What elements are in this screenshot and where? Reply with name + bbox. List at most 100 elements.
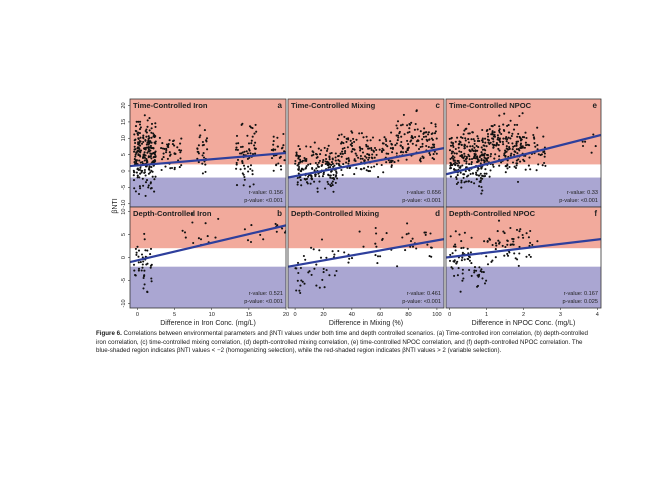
- data-point: [250, 142, 253, 145]
- data-point: [494, 153, 497, 156]
- data-point: [483, 172, 486, 175]
- data-point: [176, 146, 179, 149]
- data-point: [433, 150, 436, 153]
- data-point: [327, 174, 330, 177]
- data-point: [456, 159, 459, 162]
- data-point: [453, 152, 456, 155]
- data-point: [475, 269, 478, 272]
- data-point: [529, 229, 532, 233]
- data-point: [454, 163, 457, 166]
- data-point: [463, 173, 466, 176]
- data-point: [385, 152, 388, 155]
- panel-title-a: Time-Controlled Iron: [133, 101, 208, 110]
- data-point: [463, 129, 466, 132]
- data-point: [410, 121, 413, 124]
- data-point: [365, 143, 368, 146]
- data-point: [133, 148, 136, 151]
- caption-text: Correlations between environmental param…: [96, 330, 588, 355]
- y-tick-label-a: 15: [121, 119, 127, 125]
- data-point: [367, 170, 370, 173]
- data-point: [262, 238, 265, 241]
- data-point: [161, 158, 164, 161]
- x-tick-label-d: 60: [377, 312, 383, 318]
- data-point: [298, 148, 301, 151]
- data-point: [517, 132, 520, 135]
- data-point: [516, 162, 519, 165]
- data-point: [302, 254, 305, 258]
- data-point: [146, 141, 149, 144]
- data-point: [455, 262, 458, 265]
- y-tick-label-b: 10: [121, 208, 127, 214]
- data-point: [402, 113, 405, 116]
- data-point: [506, 254, 510, 257]
- data-point: [296, 181, 299, 184]
- data-point: [150, 146, 153, 149]
- data-point: [236, 148, 239, 151]
- data-point: [403, 133, 406, 136]
- data-point: [342, 142, 345, 145]
- data-point: [533, 141, 536, 145]
- data-point: [434, 125, 437, 128]
- data-point: [191, 221, 194, 224]
- data-point: [514, 166, 518, 170]
- data-point: [320, 164, 323, 168]
- data-point: [353, 173, 356, 176]
- data-point: [493, 131, 496, 134]
- data-point: [482, 271, 485, 274]
- data-point: [140, 269, 143, 272]
- data-point: [321, 278, 324, 281]
- data-point: [512, 145, 515, 148]
- data-point: [543, 150, 546, 153]
- data-point: [523, 146, 526, 149]
- panel-letter-f: f: [594, 209, 597, 218]
- data-point: [148, 136, 151, 140]
- data-point: [397, 136, 400, 139]
- data-point: [309, 182, 312, 185]
- data-point: [498, 139, 501, 142]
- data-point: [335, 162, 338, 165]
- data-point: [459, 166, 462, 169]
- data-point: [139, 144, 142, 147]
- data-point: [320, 149, 323, 152]
- data-point: [404, 249, 407, 252]
- data-point: [254, 147, 257, 150]
- data-point: [493, 133, 496, 136]
- data-point: [179, 157, 182, 160]
- x-tick-label-b: 20: [283, 312, 289, 318]
- r-value-e: r-value: 0.33: [567, 190, 598, 196]
- data-point: [350, 142, 354, 145]
- data-point: [452, 245, 455, 248]
- data-point: [376, 262, 379, 265]
- data-point: [450, 137, 453, 140]
- data-point: [361, 157, 364, 160]
- data-point: [336, 177, 339, 180]
- data-point: [480, 151, 483, 154]
- data-point: [507, 141, 510, 145]
- data-point: [471, 148, 474, 151]
- data-point: [448, 137, 451, 140]
- data-point: [516, 140, 520, 143]
- data-point: [148, 117, 151, 120]
- data-point: [367, 158, 370, 161]
- data-point: [338, 164, 341, 167]
- data-point: [314, 173, 317, 176]
- data-point: [146, 249, 149, 252]
- x-tick-label-d: 0: [294, 312, 297, 318]
- data-point: [463, 144, 467, 147]
- data-point: [143, 269, 146, 272]
- data-point: [317, 172, 320, 175]
- data-point: [331, 157, 334, 160]
- data-point: [149, 140, 152, 143]
- data-point: [148, 129, 151, 132]
- data-point: [132, 263, 136, 266]
- data-point: [486, 135, 490, 138]
- data-point: [297, 154, 300, 157]
- data-point: [468, 259, 471, 262]
- data-point: [513, 165, 516, 168]
- data-point: [516, 135, 519, 138]
- data-point: [433, 146, 436, 149]
- data-point: [149, 182, 152, 185]
- data-point: [348, 257, 351, 260]
- data-point: [149, 152, 152, 155]
- data-point: [372, 150, 375, 153]
